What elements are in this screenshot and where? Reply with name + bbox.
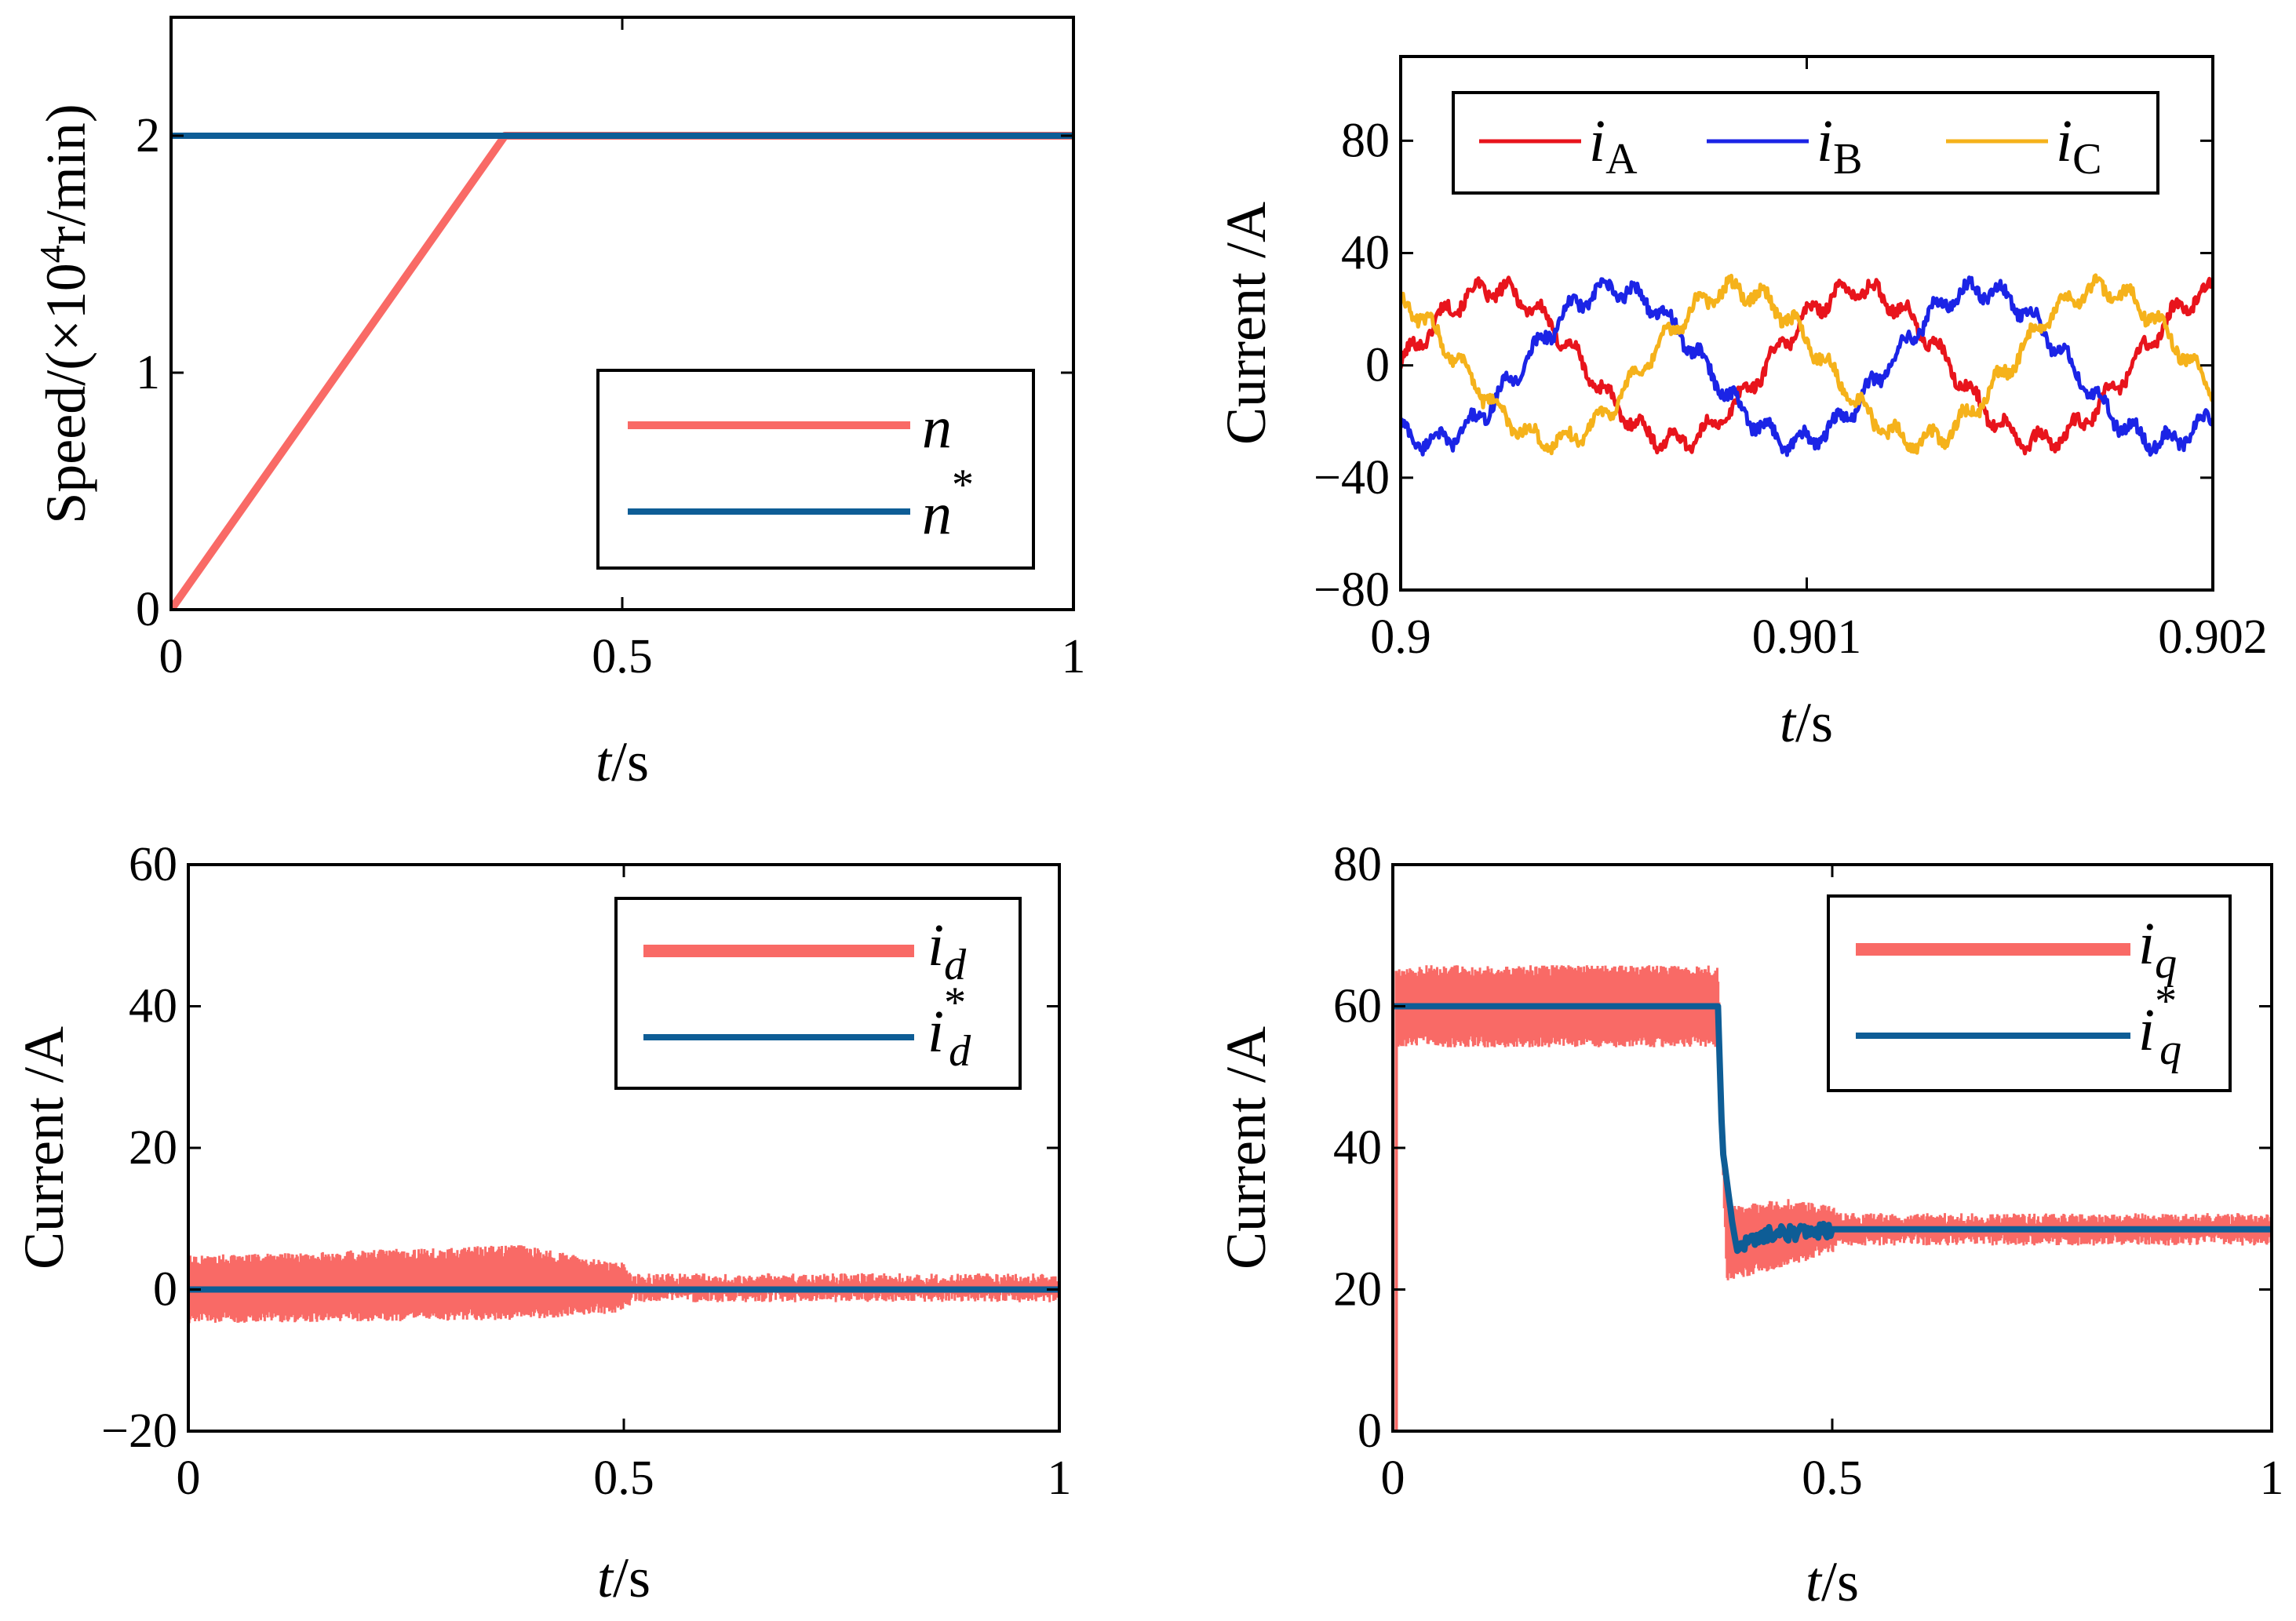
id-xtick-label-0: 0 [177,1452,201,1505]
speed-ytick-label-0: 0 [136,583,160,636]
speed-legend: n n* [596,369,1035,570]
speed-xtick-label-2: 1 [1062,630,1086,683]
phase-ytick-label-0: −80 [1314,563,1390,617]
phase-legend-iB-label: iB [1817,108,1862,184]
id-ytick-label-2: 20 [129,1121,177,1175]
phase-series-iB [1401,275,2213,457]
id-xtick-label-1: 0.5 [593,1452,654,1505]
phase-series [1401,273,2213,457]
phase-x-label: t/s [1780,691,1833,754]
phase-ytick-label-3: 40 [1341,227,1390,280]
phase-y-label: Current /A [1215,202,1277,445]
iq-current-chart: 0 0.5 1 0 20 40 60 80 t/s Current /A iq i* q [1215,838,2284,1613]
iq-legend-iqstar-label: i* q [2138,977,2181,1074]
id-legend-id-label: id [928,912,967,989]
phase-ytick-label-2: 0 [1365,339,1390,392]
speed-y-label: Speed/(×104r/min) [32,104,97,524]
phase-ticks: 0.9 0.901 0.902 −80 −40 0 40 80 [1314,56,2268,664]
phase-series-iA [1401,275,2213,456]
iq-xtick-label-0: 0 [1381,1452,1405,1505]
id-ytick-label-1: 0 [153,1263,177,1317]
id-legend-idstar-label: i* d [928,978,971,1076]
id-ytick-label-4: 60 [129,838,177,891]
phase-ytick-label-4: 80 [1341,114,1390,167]
speed-xtick-label-1: 0.5 [592,630,653,683]
iq-xtick-label-1: 0.5 [1802,1452,1863,1505]
speed-ticks: 0 0.5 1 0 1 2 [136,17,1086,683]
iq-legend-box [1827,894,2232,1092]
speed-ytick-label-2: 2 [136,109,160,162]
iq-x-label: t/s [1806,1550,1859,1613]
id-y-label: Current /A [13,1026,75,1269]
iq-series [1393,965,2272,1431]
speed-ytick-label-1: 1 [136,346,160,399]
iq-xtick-label-2: 1 [2260,1452,2284,1505]
id-x-label: t/s [597,1546,651,1609]
iq-ytick-label-0: 0 [1358,1404,1382,1458]
id-legend-box [614,897,1022,1090]
id-series [188,1245,1059,1324]
speed-xtick-label-0: 0 [159,630,184,683]
iq-legend-iq-label: iq [2138,911,2177,988]
iq-y-label: Current /A [1215,1026,1277,1269]
id-ytick-label-3: 40 [129,980,177,1033]
iq-ytick-label-4: 80 [1333,838,1382,891]
iq-legend: iq i* q [1827,894,2232,1092]
speed-legend-nstar-label: n* [922,461,974,547]
phase-xtick-label-1: 0.901 [1752,610,1862,664]
phase-series-iC [1401,273,2213,456]
id-ytick-label-0: −20 [101,1404,177,1458]
speed-legend-n-label: n [922,395,952,461]
phase-xtick-label-0: 0.9 [1370,610,1431,664]
iq-ytick-label-1: 20 [1333,1263,1382,1317]
id-series-id [188,1245,1059,1324]
phase-xtick-label-2: 0.902 [2158,610,2268,664]
speed-chart: 0 0.5 1 0 1 2 t/s Speed/(×104r/min) n n* [32,16,1086,793]
phase-legend-iC-label: iC [2056,108,2101,184]
phase-legend-iA-label: iA [1589,108,1638,184]
iq-ticks: 0 0.5 1 0 20 40 60 80 [1333,838,2284,1505]
phase-legend: iA iB iC [1452,91,2159,195]
speed-legend-box [596,369,1035,570]
phase-ytick-label-1: −40 [1314,451,1390,505]
id-xtick-label-2: 1 [1048,1452,1072,1505]
speed-series [171,132,1073,610]
iq-series-iqstar [1393,1003,2272,1255]
iq-ytick-label-3: 60 [1333,980,1382,1033]
iq-ytick-label-2: 40 [1333,1121,1382,1175]
speed-x-label: t/s [596,730,649,793]
id-legend: id i* d [614,897,1022,1090]
